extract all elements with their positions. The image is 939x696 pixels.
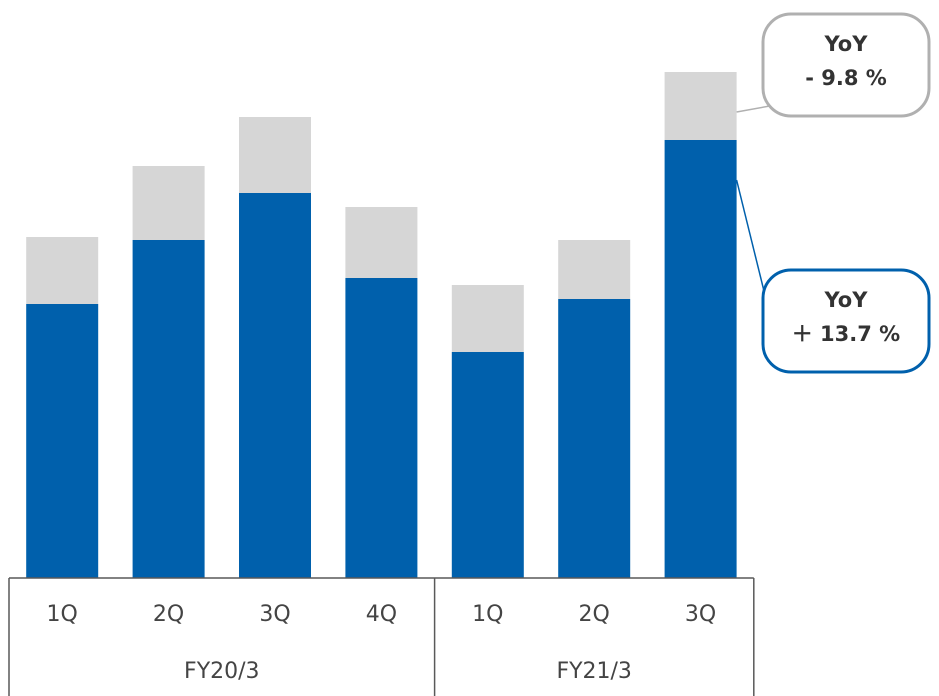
yoy-callout-1: YoY - 9.8 % bbox=[736, 12, 931, 118]
group-label-2: FY21/3 bbox=[556, 659, 632, 684]
category-axis-table: 1Q 2Q 3Q 4Q 1Q 2Q 3Q FY20/3 FY21/3 bbox=[8, 577, 755, 696]
tick-label-1: 1Q bbox=[47, 602, 78, 627]
tick-label-2: 2Q bbox=[153, 602, 184, 627]
callout-box bbox=[761, 268, 931, 374]
callout-title: YoY bbox=[824, 32, 869, 56]
tick-label-3: 3Q bbox=[259, 602, 290, 627]
bar-primary-3 bbox=[239, 193, 311, 578]
tick-label-4: 4Q bbox=[366, 602, 397, 627]
callout-value: ＋ 13.7 % bbox=[792, 322, 900, 346]
bar-primary-1 bbox=[26, 304, 99, 578]
bar-secondary-5 bbox=[451, 285, 524, 352]
bar-primary-2 bbox=[132, 240, 205, 578]
bar-secondary-4 bbox=[345, 207, 418, 278]
bars-layer bbox=[26, 72, 737, 578]
callout-title: YoY bbox=[824, 288, 869, 312]
tick-label-5: 1Q bbox=[472, 602, 503, 627]
bar-primary-4 bbox=[345, 278, 418, 578]
bar-primary-6 bbox=[558, 299, 631, 578]
bar-secondary-2 bbox=[132, 166, 205, 240]
bar-secondary-3 bbox=[239, 117, 311, 193]
yoy-callout-2: YoY ＋ 13.7 % bbox=[735, 179, 931, 374]
bar-secondary-7 bbox=[664, 72, 737, 140]
bar-primary-7 bbox=[664, 140, 737, 578]
callouts-layer: YoY - 9.8 % YoY ＋ 13.7 % bbox=[735, 12, 931, 374]
tick-label-6: 2Q bbox=[579, 602, 610, 627]
callout-value: - 9.8 % bbox=[805, 66, 887, 90]
bar-primary-5 bbox=[451, 352, 524, 578]
group-label-1: FY20/3 bbox=[184, 659, 260, 684]
callout-box bbox=[761, 12, 931, 118]
tick-label-7: 3Q bbox=[685, 602, 716, 627]
bar-secondary-1 bbox=[26, 237, 99, 304]
bar-secondary-6 bbox=[558, 240, 631, 299]
